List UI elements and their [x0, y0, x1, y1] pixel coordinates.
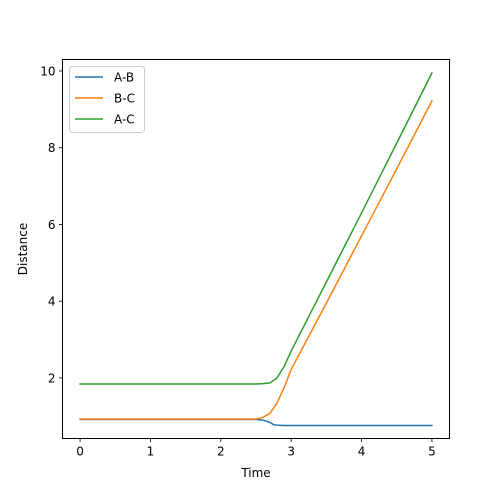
x-tick-label: 2	[217, 445, 225, 459]
x-tick-label: 4	[358, 445, 366, 459]
x-axis: 0 1 2 3 4 5	[76, 438, 436, 459]
y-tick-label: 8	[48, 141, 56, 155]
y-axis-label: Distance	[16, 223, 30, 275]
legend: A-B B-C A-C	[69, 66, 145, 133]
x-axis-label: Time	[240, 466, 270, 480]
x-tick-label: 1	[147, 445, 155, 459]
plot-frame	[62, 59, 450, 439]
x-tick-label: 3	[287, 445, 295, 459]
x-tick-label: 5	[428, 445, 436, 459]
y-tick-label: 10	[40, 65, 55, 79]
legend-label-b-c: B-C	[114, 92, 135, 106]
series-line-a-b	[79, 418, 433, 427]
series-line-b-c	[79, 99, 433, 420]
y-axis: 2 4 6 8 10	[40, 65, 63, 385]
y-tick-label: 6	[48, 218, 56, 232]
y-tick-label: 4	[48, 295, 56, 309]
y-tick-label: 2	[48, 371, 56, 385]
legend-label-a-c: A-C	[114, 113, 135, 127]
series-line-a-c	[79, 71, 433, 385]
series-lines	[79, 71, 433, 427]
legend-box	[69, 66, 145, 133]
x-tick-label: 0	[76, 445, 84, 459]
legend-label-a-b: A-B	[114, 71, 134, 85]
